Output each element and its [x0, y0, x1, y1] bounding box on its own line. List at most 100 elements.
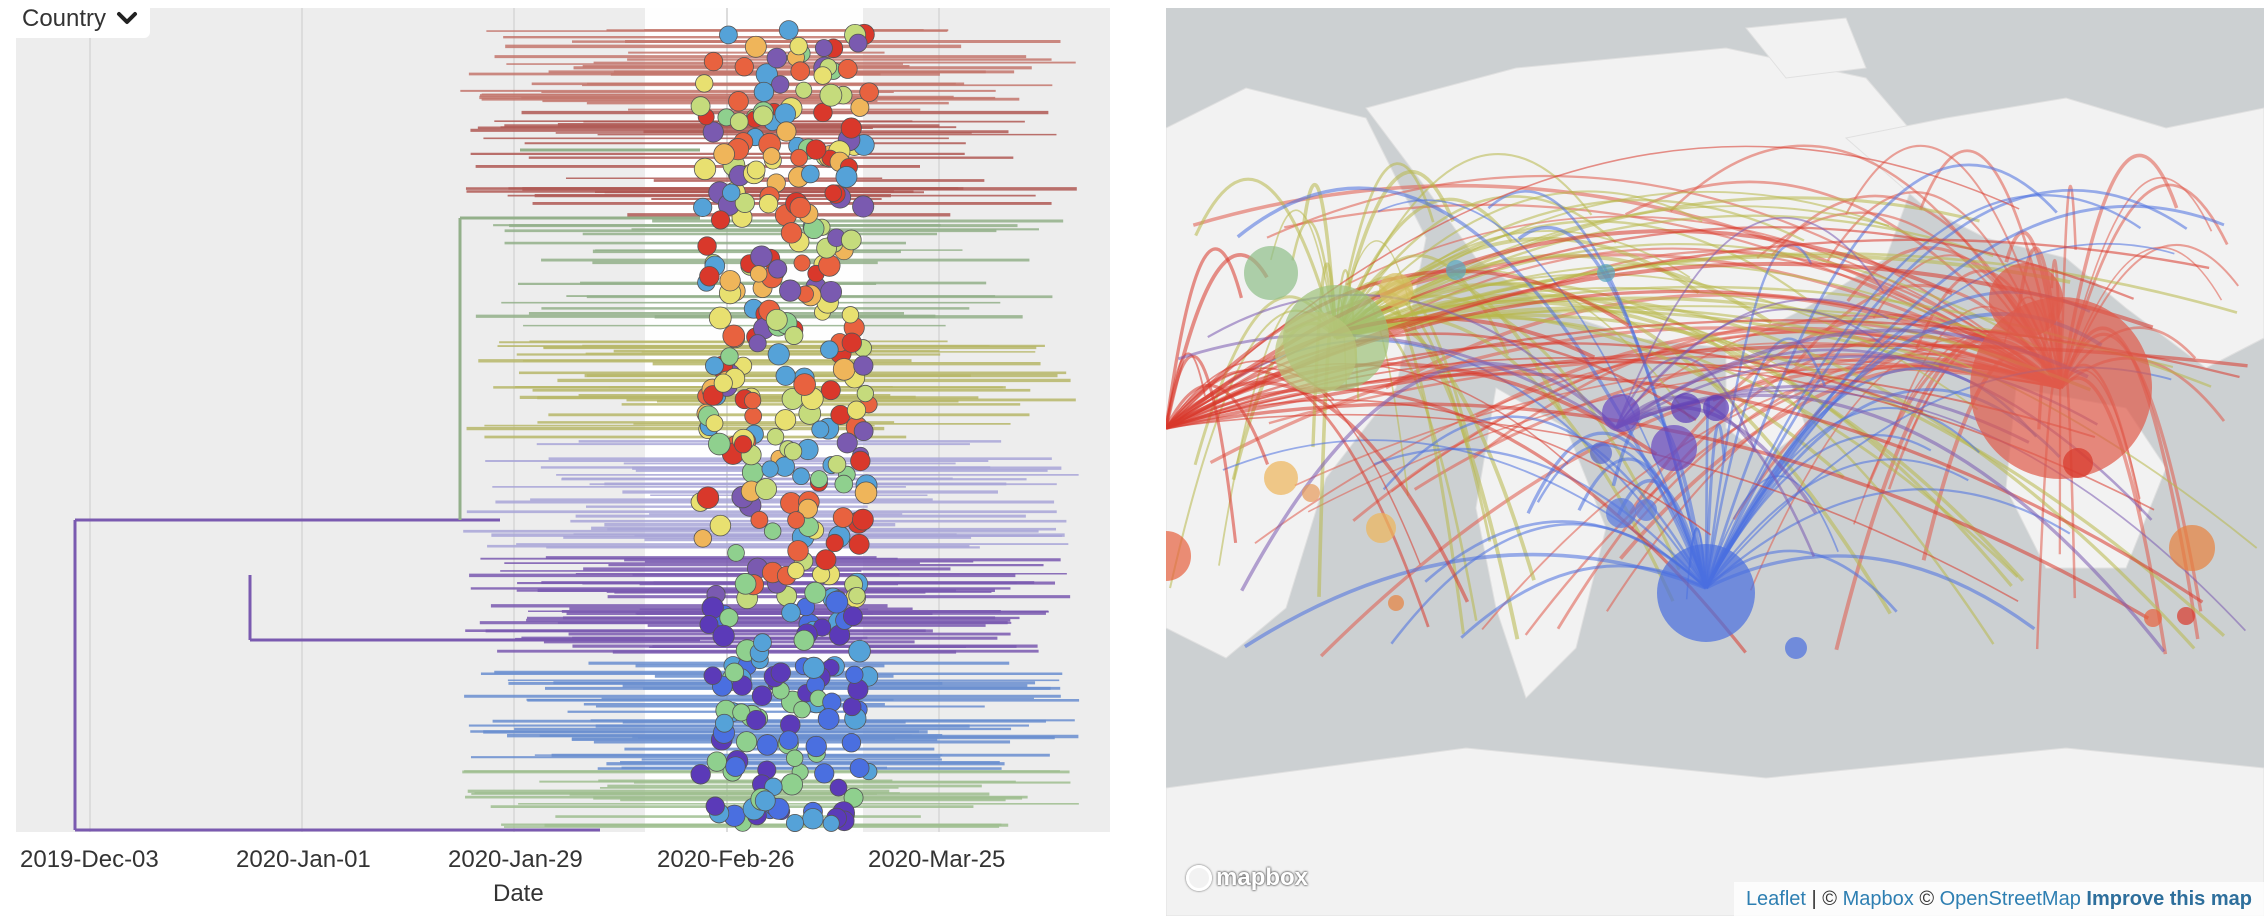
transmission-map[interactable]	[1166, 8, 2264, 916]
tree-tip	[789, 36, 808, 56]
tree-tip	[753, 81, 775, 103]
tree-tip	[842, 697, 862, 717]
tree-tip	[787, 540, 809, 562]
transmission-arc	[1382, 415, 1708, 589]
improve-map-link[interactable]: Improve this map	[2086, 888, 2252, 910]
tree-tip	[836, 432, 858, 454]
tree-tip	[825, 590, 849, 614]
tree-tip	[780, 773, 803, 796]
tree-tip	[781, 602, 801, 623]
transmission-arc	[1335, 205, 1890, 339]
transmission-arc	[1334, 162, 1435, 339]
tree-tip	[774, 409, 797, 431]
tree-tip	[754, 790, 776, 812]
tree-tip	[736, 731, 758, 753]
tree-branch-clade	[458, 148, 700, 520]
tree-tip	[805, 139, 827, 160]
tree-tip	[830, 404, 851, 425]
tree-tip	[693, 529, 713, 548]
tree-tip	[708, 306, 732, 330]
tree-tip	[744, 407, 763, 425]
tree-tip	[824, 184, 843, 202]
tree-tip	[798, 498, 818, 519]
mapbox-logo[interactable]: mapbox	[1186, 864, 1308, 892]
tree-tip	[793, 373, 816, 396]
location-marker	[1379, 273, 1413, 307]
tree-tip	[834, 474, 854, 494]
tree-tip	[696, 486, 720, 509]
tree-tip	[814, 39, 833, 57]
tree-tip	[703, 666, 722, 685]
color-by-dropdown[interactable]: Country	[6, 0, 151, 38]
tree-tip	[770, 662, 791, 683]
location-marker	[1970, 297, 2152, 479]
tree-tip	[706, 751, 727, 772]
tree-tip	[846, 400, 867, 420]
tree-tip	[752, 105, 774, 126]
tree-background	[16, 8, 1110, 832]
tree-tip	[753, 633, 772, 652]
tree-tip	[805, 735, 827, 758]
tree-tip	[820, 380, 841, 401]
transmission-arc	[1705, 458, 1969, 589]
tree-tip	[702, 121, 724, 143]
tree-tip	[750, 265, 768, 283]
location-marker	[1657, 544, 1755, 642]
mapbox-link[interactable]: Mapbox	[1842, 888, 1914, 910]
location-marker	[2177, 607, 2195, 625]
land-mass	[1745, 17, 1867, 79]
tree-tip	[802, 656, 825, 679]
openstreetmap-link[interactable]: OpenStreetMap	[1939, 888, 2081, 910]
tree-tip	[804, 581, 827, 604]
tree-tip	[820, 280, 842, 303]
tree-tip	[859, 82, 879, 102]
transmission-arc	[1373, 447, 1707, 589]
tree-tip	[756, 734, 779, 756]
tree-tip	[784, 442, 803, 461]
tree-tip	[719, 608, 739, 628]
tree-tip	[817, 708, 840, 730]
tree-tip	[761, 460, 779, 478]
transmission-arc	[1207, 293, 1617, 429]
x-tick-label: 2020-Jan-29	[448, 846, 583, 873]
tree-tip	[793, 254, 811, 272]
tree-tip	[854, 481, 878, 505]
tree-tip	[727, 544, 745, 562]
location-marker	[1275, 312, 1357, 394]
x-tick-label: 2019-Dec-03	[20, 846, 159, 873]
x-tick-label: 2020-Jan-01	[236, 846, 371, 873]
attribution-separator: ©	[1913, 888, 1940, 910]
tree-tip	[709, 514, 732, 537]
tree-tip	[767, 343, 790, 366]
tree-tip	[707, 432, 731, 456]
transmission-arc	[1166, 361, 2096, 438]
tree-tip	[746, 160, 766, 180]
tree-tip	[811, 420, 830, 439]
transmission-arc	[1705, 554, 2036, 631]
tree-tip	[755, 478, 777, 501]
tree-tip	[719, 25, 738, 45]
location-marker	[1366, 513, 1396, 543]
transmission-arc	[1166, 332, 1697, 430]
tree-tip	[832, 507, 854, 528]
tree-tip	[695, 74, 714, 93]
tree-tip	[705, 356, 724, 376]
transmission-map-panel[interactable]: mapbox Leaflet | © Mapbox © OpenStreetMa…	[1166, 8, 2264, 916]
tree-tip	[850, 450, 871, 472]
transmission-arc	[1615, 308, 1885, 429]
tree-tip	[820, 340, 839, 359]
tree-tip	[789, 196, 811, 219]
x-axis-title: Date	[493, 880, 544, 907]
tree-tip	[848, 586, 866, 605]
tree-tip	[829, 778, 848, 797]
tree-tip	[819, 83, 843, 107]
tree-tip	[793, 629, 815, 651]
phylogeny-tree[interactable]	[0, 0, 1140, 916]
tree-tip	[750, 510, 769, 529]
tree-tip	[746, 709, 767, 731]
land-mass	[1166, 747, 2264, 916]
leaflet-link[interactable]: Leaflet	[1745, 888, 1806, 910]
tree-tip	[699, 615, 719, 634]
tree-tip	[853, 421, 874, 442]
location-marker	[1166, 531, 1191, 581]
